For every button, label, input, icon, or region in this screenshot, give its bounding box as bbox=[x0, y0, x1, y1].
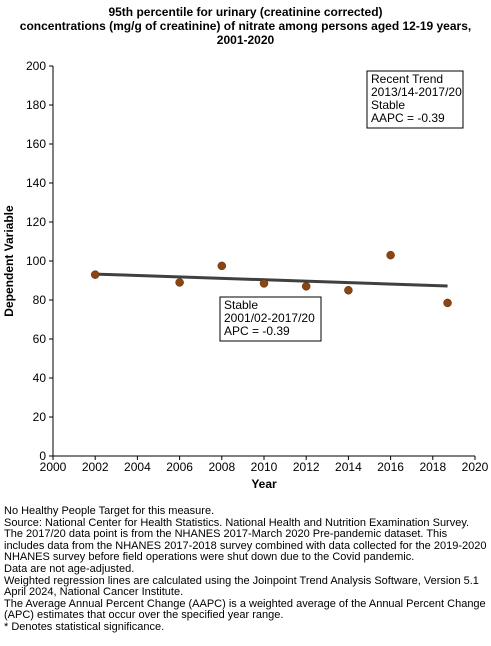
y-tick-label: 180 bbox=[26, 98, 46, 112]
annotation-text: 2001/02-2017/20 bbox=[224, 311, 315, 325]
y-tick-label: 80 bbox=[33, 293, 47, 307]
chart-title-line-1: 95th percentile for urinary (creatinine … bbox=[108, 5, 383, 19]
data-point bbox=[443, 298, 452, 308]
x-axis-label: Year bbox=[251, 477, 277, 491]
data-points bbox=[90, 250, 452, 308]
y-tick-label: 120 bbox=[26, 215, 46, 229]
x-tick-label: 2014 bbox=[335, 460, 362, 474]
ticks: 0 20 40 60 80 100 120 140 160 180 200 2000 2002 2004 2… bbox=[26, 59, 489, 474]
y-tick-label: 60 bbox=[33, 332, 47, 346]
data-point bbox=[301, 282, 311, 291]
chart-title-line-3: 2001-2020 bbox=[216, 33, 275, 47]
chart-title: 95th percentile for urinary (creatinine … bbox=[0, 5, 491, 47]
footnote: Weighted regression lines are calculated… bbox=[4, 574, 479, 599]
footnote: The 2017/20 data point is from the NHANE… bbox=[4, 528, 487, 564]
y-tick-label: 140 bbox=[26, 176, 46, 190]
y-tick-label: 0 bbox=[39, 449, 46, 463]
data-point bbox=[175, 278, 184, 287]
x-tick-label: 2004 bbox=[124, 460, 151, 474]
data-point bbox=[386, 250, 395, 260]
x-tick-label: 2008 bbox=[208, 460, 235, 474]
x-tick-label: 2006 bbox=[166, 460, 193, 474]
footnote: Source: National Center for Health Stati… bbox=[4, 516, 470, 529]
annotation-frame bbox=[219, 296, 322, 342]
annotation-text: 2013/14-2017/20 bbox=[371, 85, 462, 99]
y-tick-label: 100 bbox=[26, 254, 46, 268]
y-tick-label: 20 bbox=[33, 410, 47, 424]
data-point bbox=[259, 279, 269, 288]
data-point bbox=[217, 261, 227, 271]
footnote: * Denotes statistical significance. bbox=[4, 620, 165, 633]
annotation-text: Stable bbox=[371, 98, 405, 112]
annotation-text: AAPC = -0.39 bbox=[371, 111, 445, 125]
x-tick-label: 2010 bbox=[251, 460, 278, 474]
y-tick-label: 160 bbox=[26, 137, 46, 151]
y-axis-label: Dependent Variable bbox=[2, 205, 16, 317]
x-tick-label: 2016 bbox=[377, 460, 404, 474]
y-tick-label: 200 bbox=[26, 59, 46, 73]
annotation-text: Recent Trend bbox=[371, 72, 443, 86]
footnote: Data are not age-adjusted. bbox=[4, 562, 135, 575]
trend-line-group bbox=[95, 272, 448, 288]
footnote: No Healthy People Target for this measur… bbox=[4, 505, 215, 517]
annotation-text: APC = -0.39 bbox=[224, 324, 290, 338]
x-tick-label: 2002 bbox=[82, 460, 109, 474]
data-point bbox=[90, 270, 100, 279]
x-tick-label: 2012 bbox=[293, 460, 320, 474]
x-tick-label: 2000 bbox=[40, 460, 67, 474]
annotation-text: Stable bbox=[224, 298, 258, 312]
x-tick-label: 2018 bbox=[419, 460, 446, 474]
x-tick-label: 2020 bbox=[462, 460, 489, 474]
annotation-frame bbox=[366, 70, 464, 129]
footnote: The Average Annual Percent Change (AAPC)… bbox=[4, 597, 486, 622]
y-tick-label: 40 bbox=[33, 371, 47, 385]
chart-plot: 0 20 40 60 80 100 120 140 160 180 200 2000 2002 2004 2… bbox=[2, 59, 489, 491]
trend-line bbox=[95, 272, 448, 288]
footnotes: No Healthy People Target for this measur… bbox=[4, 505, 488, 634]
chart-title-line-2: concentrations (mg/g of creatinine) of n… bbox=[19, 19, 472, 33]
data-point bbox=[344, 286, 353, 295]
